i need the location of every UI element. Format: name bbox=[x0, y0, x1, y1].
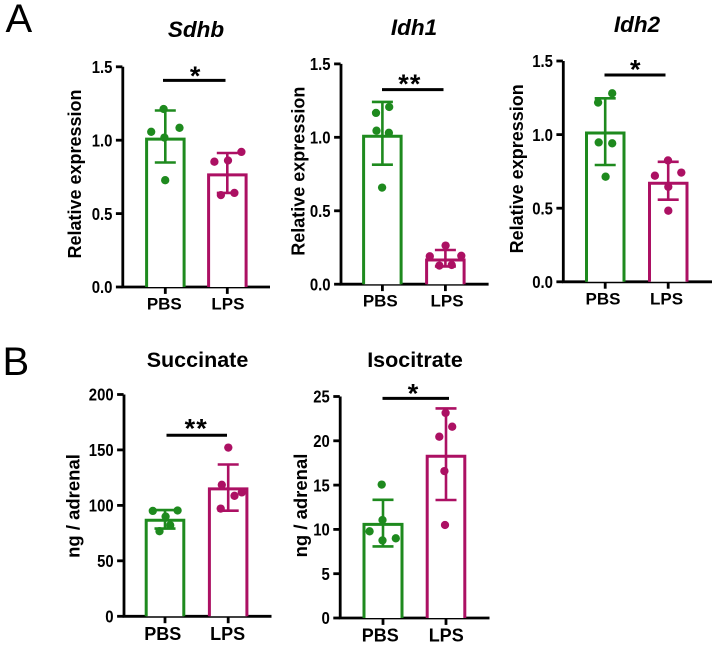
svg-text:10: 10 bbox=[313, 520, 330, 540]
svg-text:150: 150 bbox=[89, 440, 114, 460]
svg-text:0.5: 0.5 bbox=[92, 204, 113, 224]
svg-text:Sdhb: Sdhb bbox=[168, 17, 224, 42]
svg-text:25: 25 bbox=[313, 387, 330, 407]
svg-text:PBS: PBS bbox=[363, 292, 398, 311]
svg-text:LPS: LPS bbox=[650, 290, 683, 309]
svg-text:0.0: 0.0 bbox=[92, 277, 113, 297]
svg-text:1.5: 1.5 bbox=[310, 54, 331, 74]
svg-text:Relative expression: Relative expression bbox=[65, 89, 85, 258]
svg-text:Relative expression: Relative expression bbox=[507, 84, 527, 253]
svg-text:50: 50 bbox=[97, 551, 114, 571]
svg-text:20: 20 bbox=[313, 431, 330, 451]
svg-text:0: 0 bbox=[322, 608, 331, 628]
svg-text:ng / adrenal: ng / adrenal bbox=[63, 454, 84, 558]
svg-text:*: * bbox=[408, 379, 419, 409]
svg-text:B: B bbox=[3, 340, 30, 384]
svg-text:0.5: 0.5 bbox=[532, 198, 553, 218]
svg-text:*: * bbox=[196, 414, 207, 444]
svg-text:100: 100 bbox=[89, 496, 114, 516]
svg-text:Idh2: Idh2 bbox=[614, 12, 661, 37]
svg-text:PBS: PBS bbox=[147, 295, 182, 314]
svg-text:5: 5 bbox=[322, 564, 331, 584]
svg-text:1.0: 1.0 bbox=[532, 125, 553, 145]
svg-text:LPS: LPS bbox=[430, 292, 463, 311]
svg-text:1.5: 1.5 bbox=[532, 51, 553, 71]
svg-text:1.0: 1.0 bbox=[310, 128, 331, 148]
svg-text:Idh1: Idh1 bbox=[391, 15, 437, 40]
svg-text:15: 15 bbox=[313, 475, 330, 495]
svg-text:LPS: LPS bbox=[211, 295, 244, 314]
svg-text:*: * bbox=[190, 61, 201, 91]
svg-text:0.0: 0.0 bbox=[532, 272, 553, 292]
svg-text:PBS: PBS bbox=[586, 290, 621, 309]
svg-text:ng / adrenal: ng / adrenal bbox=[290, 454, 311, 558]
svg-text:1.0: 1.0 bbox=[92, 130, 113, 150]
svg-text:*: * bbox=[185, 414, 196, 444]
svg-text:0.0: 0.0 bbox=[310, 274, 331, 294]
svg-text:LPS: LPS bbox=[429, 625, 464, 645]
svg-text:PBS: PBS bbox=[144, 624, 181, 644]
svg-text:Succinate: Succinate bbox=[147, 348, 249, 372]
svg-text:*: * bbox=[398, 69, 409, 99]
svg-text:1.5: 1.5 bbox=[92, 57, 113, 77]
svg-text:0.5: 0.5 bbox=[310, 201, 331, 221]
svg-text:Relative expression: Relative expression bbox=[288, 87, 308, 256]
svg-text:Isocitrate: Isocitrate bbox=[367, 348, 463, 372]
svg-text:A: A bbox=[6, 0, 33, 41]
svg-text:200: 200 bbox=[89, 385, 114, 405]
svg-text:*: * bbox=[630, 55, 641, 85]
svg-text:LPS: LPS bbox=[210, 624, 245, 644]
svg-text:PBS: PBS bbox=[362, 625, 399, 645]
svg-text:0: 0 bbox=[105, 607, 114, 627]
svg-text:*: * bbox=[410, 69, 421, 99]
